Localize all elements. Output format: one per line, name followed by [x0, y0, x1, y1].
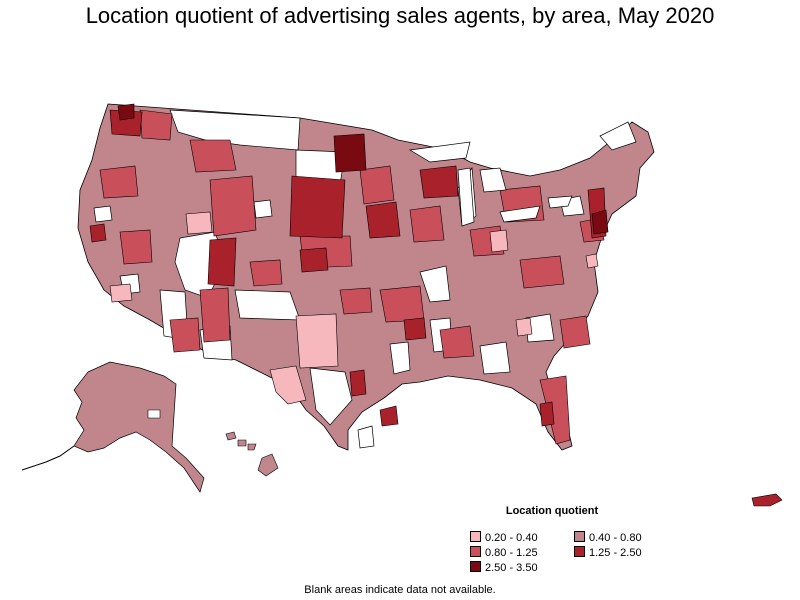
legend-title: Location quotient — [505, 505, 599, 517]
legend-item-3: 1.25 - 2.50 — [574, 546, 642, 559]
legend-item-2: 0.80 - 1.25 — [470, 546, 538, 559]
legend-label-3: 1.25 - 2.50 — [589, 547, 642, 559]
great-lakes — [408, 141, 573, 227]
hawaii — [225, 431, 279, 477]
legend-item-1: 0.40 - 0.80 — [574, 531, 642, 544]
legend-label-0: 0.20 - 0.40 — [485, 532, 538, 544]
alaska-aleutians — [21, 445, 75, 471]
puerto-rico — [751, 493, 783, 507]
legend-label-2: 0.80 - 1.25 — [485, 547, 538, 559]
map-title: Location quotient of advertising sales a… — [85, 3, 715, 28]
legend-swatch-1 — [574, 531, 585, 542]
legend-item-4: 2.50 - 3.50 — [470, 561, 538, 574]
lq-2.50-3.50-regions — [117, 103, 609, 235]
legend-swatch-3 — [574, 546, 585, 557]
legend-swatch-4 — [470, 561, 481, 572]
legend-label-1: 0.40 - 0.80 — [589, 532, 642, 544]
legend-label-4: 2.50 - 3.50 — [485, 562, 538, 574]
footnote: Blank areas indicate data not available. — [304, 584, 496, 596]
legend-item-0: 0.20 - 0.40 — [470, 531, 538, 544]
legend-swatch-0 — [470, 531, 481, 542]
lq-0.20-0.40-regions — [109, 211, 599, 405]
legend-swatch-2 — [470, 546, 481, 557]
lq-0.80-1.25-regions — [99, 109, 605, 445]
alaska — [73, 361, 205, 493]
legend: Location quotient 0.20 - 0.40 0.40 - 0.8… — [470, 505, 642, 574]
alaska-no-data — [147, 409, 161, 419]
